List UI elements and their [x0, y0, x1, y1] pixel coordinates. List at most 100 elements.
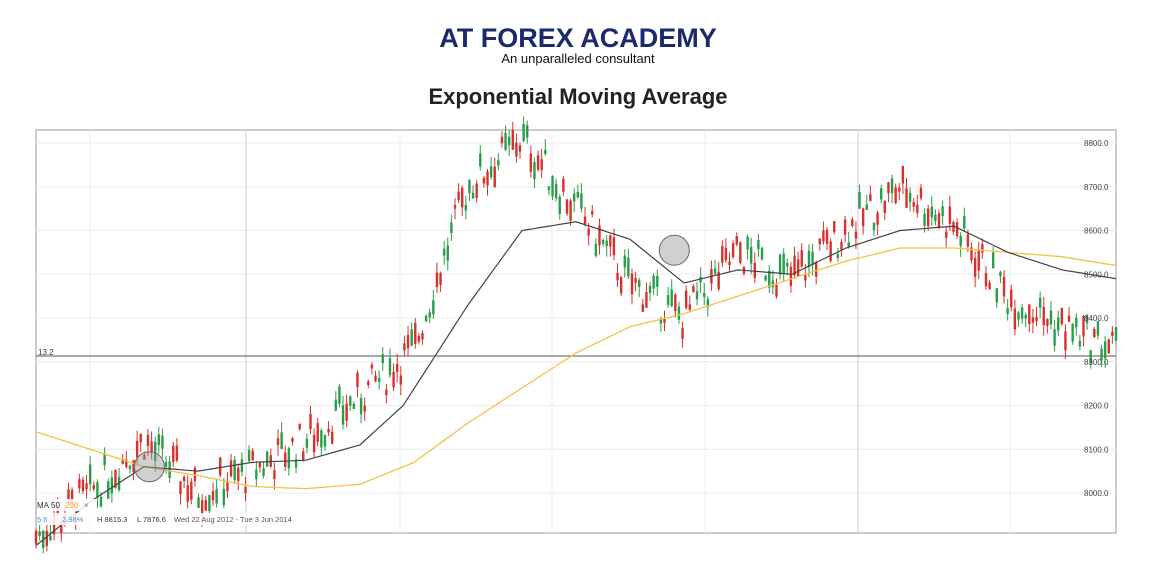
- candle-body: [341, 405, 345, 425]
- candle-body: [175, 445, 179, 461]
- candle-body: [1017, 312, 1020, 320]
- candle-body: [1049, 310, 1053, 325]
- price-level-label: 13.2: [38, 348, 54, 357]
- candle-body: [237, 467, 240, 482]
- candle-body: [392, 371, 395, 388]
- candle-body: [381, 354, 384, 364]
- candle-body: [706, 299, 710, 307]
- candle-body: [186, 485, 189, 502]
- close-icon[interactable]: ×: [84, 501, 89, 510]
- candle-body: [623, 255, 626, 268]
- legend-period-50[interactable]: 50: [51, 501, 60, 510]
- candle-body: [385, 389, 388, 396]
- candle-body: [999, 271, 1002, 277]
- candle-body: [724, 247, 728, 261]
- candle-body: [1042, 307, 1045, 326]
- candle-body: [489, 166, 493, 178]
- candle-body: [663, 319, 666, 323]
- info-bar-background: [37, 513, 297, 525]
- candle-body: [995, 288, 999, 303]
- candle-body: [367, 381, 370, 386]
- candle-body: [67, 489, 70, 502]
- candle-body: [284, 452, 287, 467]
- y-tick-label: 8300.0: [1084, 358, 1109, 367]
- candle-body: [926, 208, 930, 227]
- y-tick-label: 8800.0: [1084, 139, 1109, 148]
- candle-body: [811, 251, 814, 266]
- candle-body: [948, 206, 952, 224]
- candle-body: [1006, 308, 1009, 315]
- candle-body: [818, 238, 822, 245]
- candle-body: [435, 272, 439, 288]
- candle-body: [1060, 307, 1064, 325]
- candle-body: [728, 261, 731, 266]
- candle-body: [114, 469, 117, 488]
- candle-body: [276, 438, 280, 445]
- candle-body: [38, 531, 41, 537]
- y-tick-label: 8500.0: [1084, 270, 1109, 279]
- candle-body: [666, 295, 670, 305]
- candle-body: [305, 438, 309, 448]
- candle-body: [244, 487, 247, 494]
- candle-body: [370, 364, 374, 369]
- candle-body: [255, 469, 258, 480]
- candle-body: [554, 183, 558, 199]
- candle-body: [349, 396, 352, 406]
- candle-body: [598, 225, 601, 246]
- candle-body: [450, 222, 453, 234]
- candle-body: [49, 535, 52, 540]
- candle-body: [34, 530, 38, 544]
- candle-body: [403, 343, 406, 351]
- candle-body: [854, 231, 858, 239]
- candle-body: [959, 235, 962, 247]
- candle-body: [894, 187, 897, 204]
- candle-body: [60, 520, 63, 534]
- candle-body: [775, 284, 778, 297]
- candle-body: [464, 204, 468, 211]
- candle-body: [280, 432, 283, 449]
- candle-body: [1002, 276, 1006, 297]
- candle-body: [211, 490, 215, 501]
- candle-body: [1103, 341, 1107, 359]
- candle-body: [1028, 304, 1031, 325]
- candle-body: [1046, 319, 1049, 326]
- ema-50-line: [35, 221, 1117, 546]
- candle-body: [388, 358, 392, 376]
- candle-body: [544, 149, 547, 154]
- candle-body: [908, 192, 912, 202]
- candle-body: [919, 187, 923, 199]
- candle-body: [890, 178, 894, 194]
- candle-body: [334, 399, 337, 411]
- legend-period-200[interactable]: 200: [65, 501, 79, 510]
- candle-body: [605, 240, 608, 247]
- candle-body: [359, 397, 363, 415]
- candle-body: [56, 508, 59, 517]
- candle-body: [533, 161, 536, 180]
- legend-indicator-label: MA: [37, 501, 50, 510]
- candle-body: [861, 208, 865, 227]
- candle-body: [229, 460, 233, 477]
- candle-body: [146, 434, 150, 447]
- candle-body: [446, 245, 449, 261]
- candle-body: [865, 204, 868, 210]
- candle-body: [1057, 317, 1060, 331]
- candle-body: [164, 461, 168, 467]
- candle-body: [150, 441, 153, 453]
- candle-body: [731, 243, 735, 258]
- candle-body: [424, 315, 428, 322]
- y-tick-label: 8700.0: [1084, 183, 1109, 192]
- candle-body: [634, 277, 637, 283]
- candle-body: [247, 449, 251, 462]
- brand-header: AT FOREX ACADEMY An unparalleled consult…: [0, 24, 1156, 66]
- candle-body: [677, 306, 681, 320]
- candle-body: [298, 424, 301, 430]
- candle-body: [518, 145, 522, 152]
- candle-body: [876, 212, 879, 225]
- candle-body: [984, 273, 988, 287]
- candle-body: [1096, 321, 1100, 336]
- candle-body: [923, 213, 926, 226]
- candle-body: [681, 328, 684, 339]
- plot-frame: [35, 129, 1117, 534]
- candle-body: [670, 289, 673, 307]
- candle-body: [269, 455, 272, 467]
